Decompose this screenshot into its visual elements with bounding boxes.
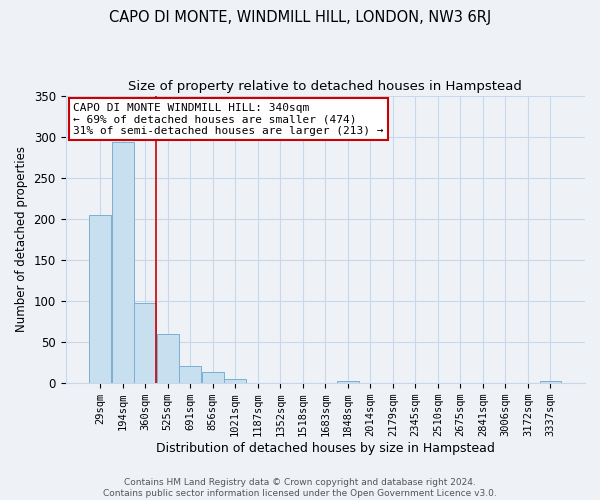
Bar: [337, 382, 359, 383]
Title: Size of property relative to detached houses in Hampstead: Size of property relative to detached ho…: [128, 80, 522, 93]
Bar: [202, 372, 224, 383]
Text: CAPO DI MONTE, WINDMILL HILL, LONDON, NW3 6RJ: CAPO DI MONTE, WINDMILL HILL, LONDON, NW…: [109, 10, 491, 25]
Bar: [157, 334, 179, 383]
Bar: [179, 366, 201, 383]
Text: CAPO DI MONTE WINDMILL HILL: 340sqm
← 69% of detached houses are smaller (474)
3: CAPO DI MONTE WINDMILL HILL: 340sqm ← 69…: [73, 102, 384, 136]
Bar: [89, 216, 111, 383]
Bar: [134, 304, 156, 383]
Bar: [539, 382, 562, 383]
Text: Contains HM Land Registry data © Crown copyright and database right 2024.
Contai: Contains HM Land Registry data © Crown c…: [103, 478, 497, 498]
Bar: [224, 379, 246, 383]
Bar: [112, 142, 134, 383]
Y-axis label: Number of detached properties: Number of detached properties: [15, 146, 28, 332]
X-axis label: Distribution of detached houses by size in Hampstead: Distribution of detached houses by size …: [156, 442, 495, 455]
